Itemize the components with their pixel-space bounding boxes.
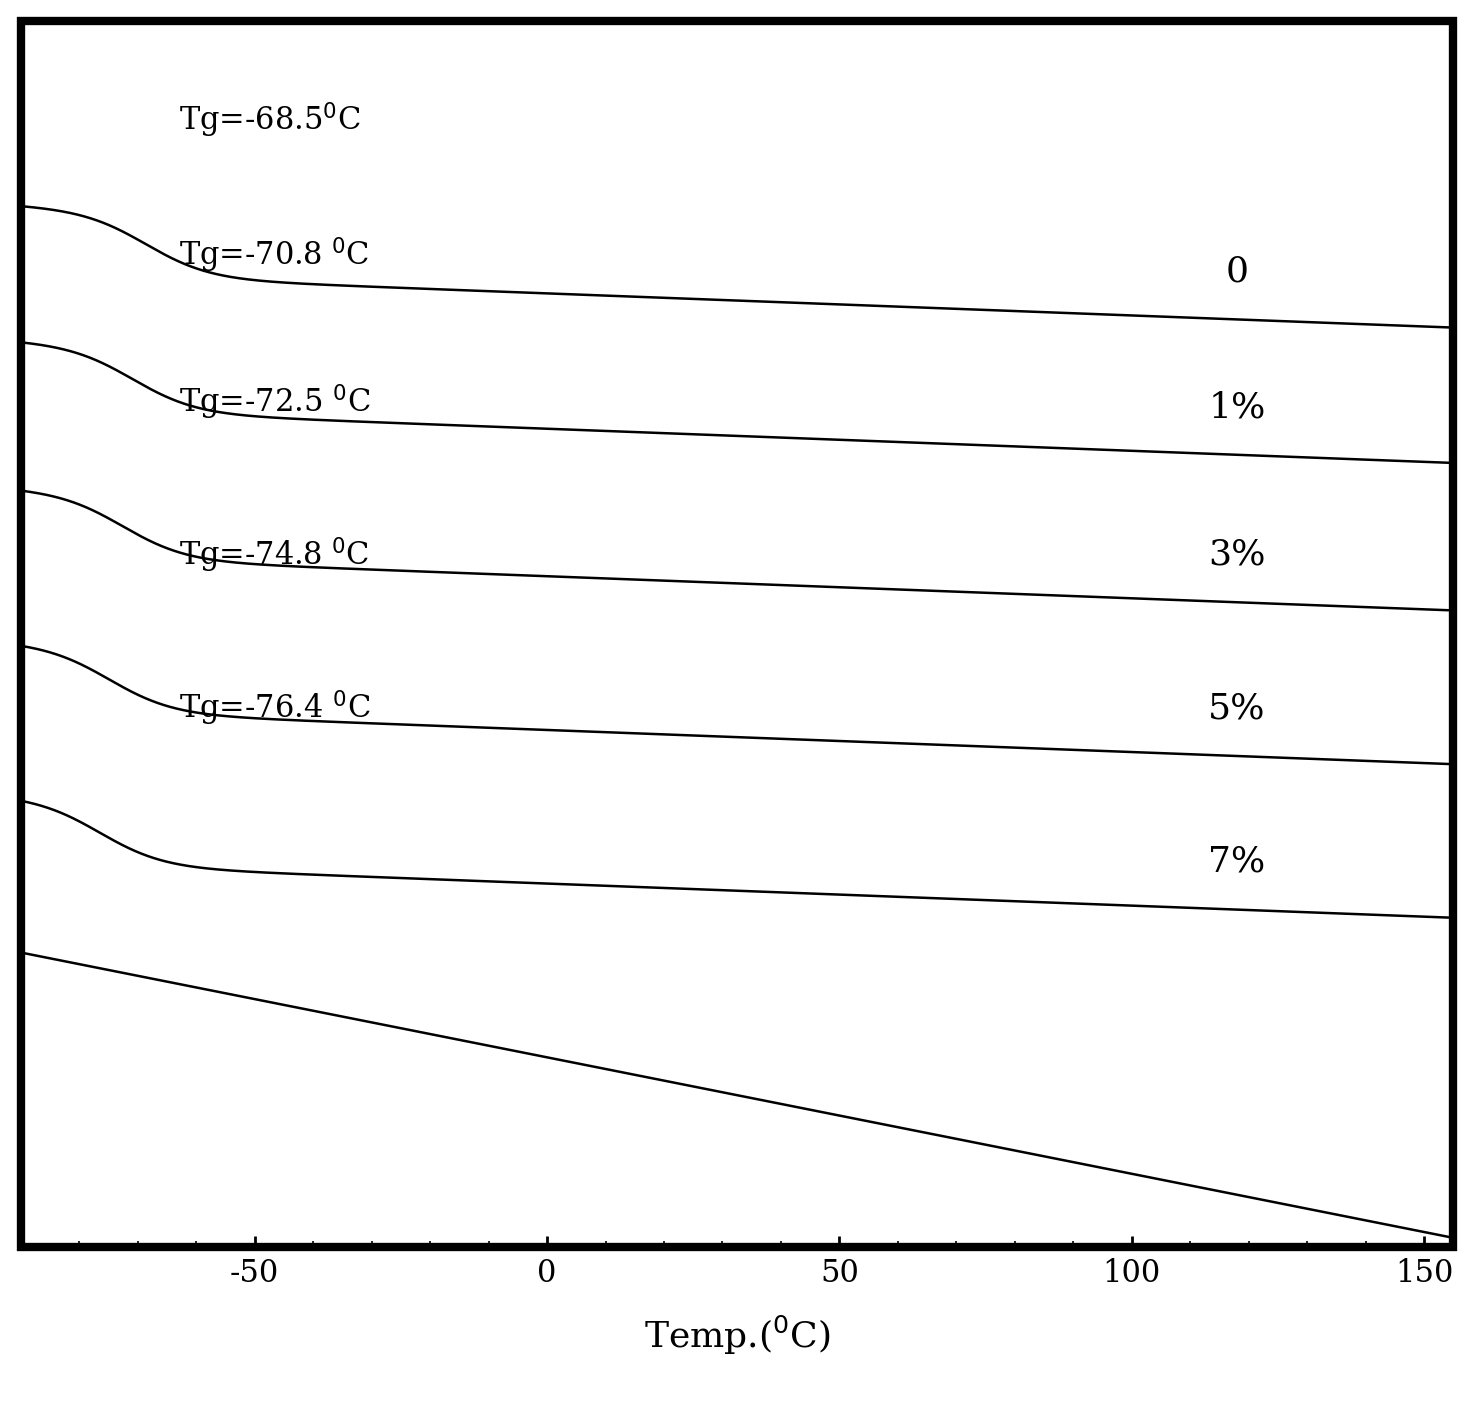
Text: Tg=-72.5 $^0$C: Tg=-72.5 $^0$C <box>179 382 370 422</box>
Text: 5%: 5% <box>1208 692 1265 725</box>
Text: 7%: 7% <box>1208 845 1265 879</box>
Text: Tg=-76.4 $^0$C: Tg=-76.4 $^0$C <box>179 689 370 728</box>
Text: 3%: 3% <box>1208 537 1265 572</box>
Text: Tg=-74.8 $^0$C: Tg=-74.8 $^0$C <box>179 536 369 575</box>
Text: 0: 0 <box>1225 254 1249 288</box>
Text: Tg=-70.8 $^0$C: Tg=-70.8 $^0$C <box>179 235 369 274</box>
X-axis label: Temp.($^0$C): Temp.($^0$C) <box>644 1313 830 1357</box>
Text: Tg=-68.5$^0$C: Tg=-68.5$^0$C <box>179 100 361 139</box>
Text: 1%: 1% <box>1208 389 1265 425</box>
